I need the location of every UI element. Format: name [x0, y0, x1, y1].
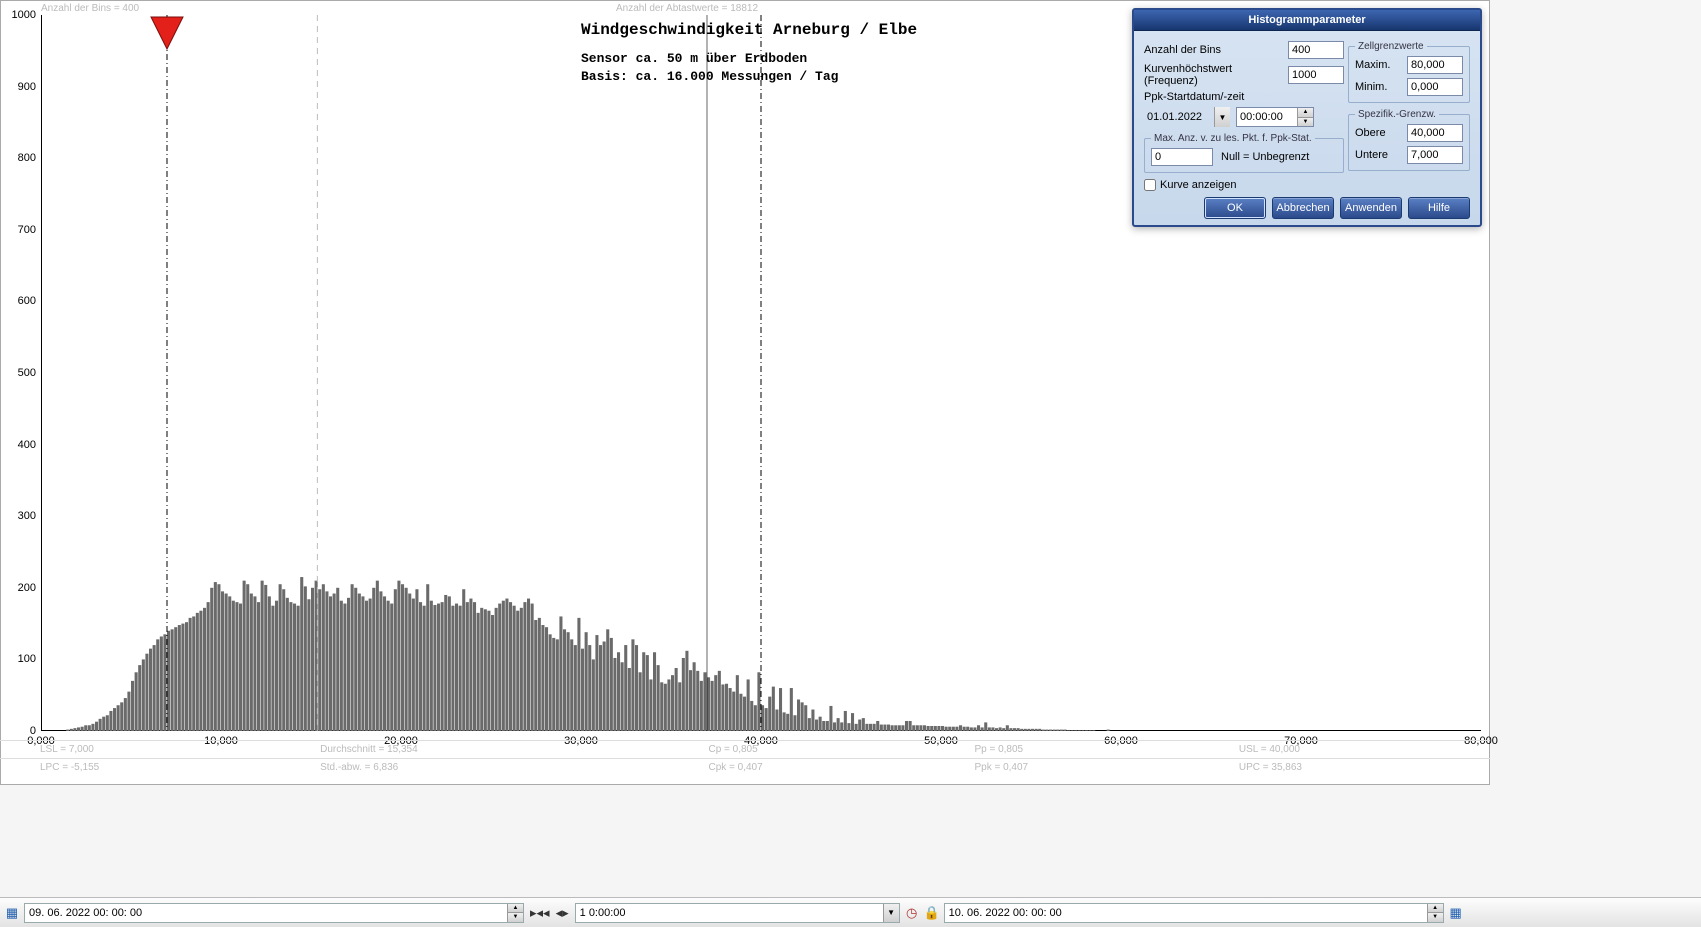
dialog-title: Histogrammparameter	[1134, 10, 1480, 31]
y-tick-label: 600	[18, 295, 36, 307]
stat-usl: USL = 40,000	[1199, 741, 1490, 759]
freq-label: Kurvenhöchstwert (Frequenz)	[1144, 63, 1288, 87]
cell-max-label: Maxim.	[1355, 59, 1407, 71]
stat-lpc: LPC = -5,155	[0, 759, 280, 777]
cell-limits-fieldset: Zellgrenzwerte Maxim. Minim.	[1348, 41, 1470, 103]
y-tick-label: 300	[18, 510, 36, 522]
maxpts-fieldset: Max. Anz. v. zu les. Pkt. f. Ppk-Stat. N…	[1144, 133, 1344, 173]
stat-cp: Cp = 0,805	[668, 741, 934, 759]
time-spinner[interactable]: ▲▼	[1297, 108, 1313, 126]
spec-upper-label: Obere	[1355, 127, 1407, 139]
start-time-spinner[interactable]: ▲▼	[507, 904, 523, 922]
stat-upc: UPC = 35,863	[1199, 759, 1490, 777]
stat-std: Std.-abw. = 6,836	[280, 759, 668, 777]
duration-input[interactable]: 1 0:00:00▼	[575, 903, 900, 923]
cell-min-label: Minim.	[1355, 81, 1407, 93]
y-tick-label: 500	[18, 367, 36, 379]
end-time-spinner[interactable]: ▲▼	[1427, 904, 1443, 922]
show-curve-label: Kurve anzeigen	[1160, 179, 1236, 191]
chevron-down-icon[interactable]: ▼	[883, 904, 899, 922]
samples-info-label: Anzahl der Abtastwerte = 18812	[616, 3, 758, 14]
show-curve-checkbox[interactable]	[1144, 179, 1156, 191]
stat-ppk: Ppk = 0,407	[934, 759, 1198, 777]
y-tick-label: 1000	[12, 9, 36, 21]
stat-lsl: LSL = 7,000	[0, 741, 280, 759]
y-tick-label: 200	[18, 582, 36, 594]
calendar-icon[interactable]: ▦	[1448, 905, 1464, 921]
y-tick-label: 100	[18, 653, 36, 665]
maxpts-input[interactable]	[1151, 148, 1213, 166]
cell-limits-legend: Zellgrenzwerte	[1355, 41, 1427, 52]
ppk-date-label: Ppk-Startdatum/-zeit	[1144, 91, 1344, 103]
chart-subtitle-2: Basis: ca. 16.000 Messungen / Tag	[581, 69, 838, 84]
start-time-input[interactable]: 09. 06. 2022 00: 00: 00▲▼	[24, 903, 524, 923]
cell-max-input[interactable]	[1407, 56, 1463, 74]
spec-limits-fieldset: Spezifik.-Grenzw. Obere Untere	[1348, 109, 1470, 171]
spec-lower-input[interactable]	[1407, 146, 1463, 164]
spec-upper-input[interactable]	[1407, 124, 1463, 142]
stat-pp: Pp = 0,805	[934, 741, 1198, 759]
y-tick-label: 800	[18, 152, 36, 164]
help-button[interactable]: Hilfe	[1408, 197, 1470, 219]
stat-avg: Durchschnitt = 15,354	[280, 741, 668, 759]
bins-input[interactable]	[1288, 41, 1344, 59]
ppk-time-input[interactable]: 00:00:00▲▼	[1236, 107, 1314, 127]
cancel-button[interactable]: Abbrechen	[1272, 197, 1334, 219]
bins-label: Anzahl der Bins	[1144, 44, 1288, 56]
clock-icon[interactable]: ◷	[904, 905, 920, 921]
apply-button[interactable]: Anwenden	[1340, 197, 1402, 219]
bins-info-label: Anzahl der Bins = 400	[41, 3, 139, 14]
lock-icon[interactable]: 🔒	[924, 905, 940, 921]
chart-title: Windgeschwindigkeit Arneburg / Elbe	[581, 21, 917, 39]
end-time-input[interactable]: 10. 06. 2022 00: 00: 00▲▼	[944, 903, 1444, 923]
maxpts-note: Null = Unbegrenzt	[1221, 151, 1309, 163]
y-tick-label: 700	[18, 224, 36, 236]
histogram-params-dialog: Histogrammparameter Anzahl der Bins Kurv…	[1132, 8, 1482, 227]
nav-arrows: ▸◂◂ ◂▸	[528, 905, 571, 921]
nav-step-back-icon[interactable]: ▸◂◂	[528, 905, 552, 921]
chart-subtitle-1: Sensor ca. 50 m über Erdboden	[581, 51, 807, 66]
calendar-icon[interactable]: ▦	[4, 905, 20, 921]
ppk-date-select[interactable]: 01.01.2022▼	[1144, 107, 1230, 127]
nav-step-fwd-icon[interactable]: ◂▸	[554, 905, 571, 921]
y-tick-label: 900	[18, 81, 36, 93]
chevron-down-icon[interactable]: ▼	[1214, 107, 1230, 127]
freq-input[interactable]	[1288, 66, 1344, 84]
ok-button[interactable]: OK	[1204, 197, 1266, 219]
stats-strip: LSL = 7,000 Durchschnitt = 15,354 Cp = 0…	[0, 740, 1490, 776]
cell-min-input[interactable]	[1407, 78, 1463, 96]
spec-limits-legend: Spezifik.-Grenzw.	[1355, 109, 1439, 120]
bottom-toolbar: ▦ 09. 06. 2022 00: 00: 00▲▼ ▸◂◂ ◂▸ 1 0:0…	[0, 897, 1701, 927]
maxpts-legend: Max. Anz. v. zu les. Pkt. f. Ppk-Stat.	[1151, 133, 1315, 144]
spec-lower-label: Untere	[1355, 149, 1407, 161]
y-tick-label: 400	[18, 439, 36, 451]
stat-cpk: Cpk = 0,407	[668, 759, 934, 777]
